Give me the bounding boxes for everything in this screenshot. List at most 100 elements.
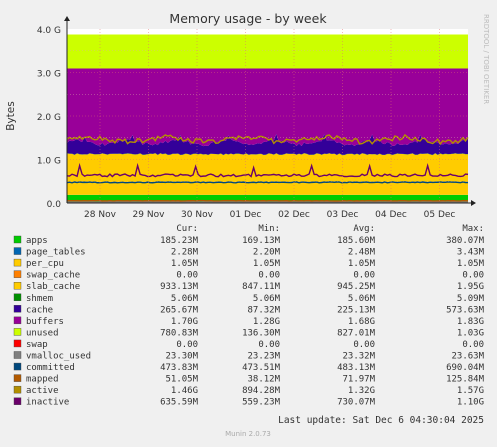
legend-series-name: active [26, 386, 59, 396]
legend-series-name: committed [26, 363, 75, 373]
legend-swatch [14, 317, 21, 324]
legend-avg-value: 0.00 [353, 271, 375, 281]
legend-min-value: 2.20M [253, 248, 281, 258]
legend-swatch [14, 294, 21, 301]
legend-avg-value: 945.25M [337, 282, 376, 292]
legend-column-header: Cur: [176, 224, 198, 234]
area-unused [67, 35, 468, 69]
last-update: Last update: Sat Dec 6 04:30:04 2025 [278, 415, 484, 426]
y-tick-label: 1.0 G [37, 157, 61, 167]
legend-min-value: 0.00 [258, 271, 280, 281]
y-tick-label: 4.0 G [37, 26, 61, 36]
y-tick-label: 3.0 G [37, 70, 61, 80]
legend-series-name: apps [26, 236, 48, 246]
x-tick-label: 03 Dec [327, 210, 359, 220]
legend-series-name: page_tables [26, 248, 86, 258]
legend-cur-value: 635.59M [160, 398, 199, 408]
legend-swatch [14, 248, 21, 255]
y-axis-label: Bytes [5, 101, 17, 130]
legend-max-value: 1.03G [457, 328, 484, 338]
legend-column-header: Max: [462, 224, 484, 234]
x-tick-label: 04 Dec [375, 210, 407, 220]
legend-avg-value: 730.07M [337, 398, 376, 408]
area-buffers [67, 68, 468, 146]
legend-max-value: 3.43M [457, 248, 485, 258]
legend-max-value: 23.63M [451, 352, 484, 362]
x-tick-label: 29 Nov [133, 210, 166, 220]
rrdtool-side-label: RRDTOOL / TOBI OETIKER [482, 14, 490, 104]
legend-min-value: 473.51M [242, 363, 281, 373]
legend-min-value: 169.13M [242, 236, 281, 246]
legend-max-value: 125.84M [446, 375, 485, 385]
legend-min-value: 23.23M [247, 352, 280, 362]
legend-cur-value: 265.67M [160, 305, 199, 315]
x-tick-label: 28 Nov [84, 210, 117, 220]
legend-min-value: 559.23M [242, 398, 281, 408]
legend-cur-value: 23.30M [165, 352, 198, 362]
legend-swatch [14, 236, 21, 243]
legend-avg-value: 23.32M [342, 352, 375, 362]
legend-swatch [14, 259, 21, 266]
legend-min-value: 847.11M [242, 282, 281, 292]
legend-series-name: mapped [26, 375, 59, 385]
legend-max-value: 0.00 [462, 271, 484, 281]
chart-title: Memory usage - by week [169, 11, 327, 26]
legend-avg-value: 71.97M [342, 375, 375, 385]
legend-series-name: cache [26, 305, 53, 315]
legend-cur-value: 0.00 [176, 340, 198, 350]
y-tick-label: 2.0 G [37, 113, 61, 123]
legend-max-value: 380.07M [446, 236, 485, 246]
legend-swatch [14, 328, 21, 335]
legend-series-name: buffers [26, 317, 64, 327]
legend-cur-value: 2.28M [171, 248, 199, 258]
legend-avg-value: 2.48M [348, 248, 376, 258]
legend-column-header: Min: [258, 224, 280, 234]
legend-avg-value: 5.06M [348, 294, 376, 304]
legend-series-name: swap [26, 340, 48, 350]
legend-column-header: Avg: [353, 224, 375, 234]
legend-swatch [14, 386, 21, 393]
legend-swatch [14, 305, 21, 312]
legend-max-value: 1.83G [457, 317, 484, 327]
legend-swatch [14, 352, 21, 359]
legend-min-value: 0.00 [258, 340, 280, 350]
legend-avg-value: 1.05M [348, 259, 376, 269]
legend-avg-value: 225.13M [337, 305, 376, 315]
legend-max-value: 5.09M [457, 294, 485, 304]
legend-max-value: 1.05M [457, 259, 485, 269]
legend-min-value: 1.28G [253, 317, 280, 327]
legend-min-value: 87.32M [247, 305, 280, 315]
legend-cur-value: 473.83M [160, 363, 199, 373]
legend-max-value: 1.95G [457, 282, 484, 292]
legend-series-name: shmem [26, 294, 53, 304]
legend-series-name: vmalloc_used [26, 352, 91, 362]
legend-max-value: 690.04M [446, 363, 485, 373]
legend-avg-value: 1.68G [348, 317, 375, 327]
legend-avg-value: 483.13M [337, 363, 376, 373]
legend-series-name: unused [26, 328, 59, 338]
legend-cur-value: 1.70G [171, 317, 198, 327]
x-tick-label: 01 Dec [230, 210, 262, 220]
legend-max-value: 573.63M [446, 305, 485, 315]
legend-swatch [14, 398, 21, 405]
legend-cur-value: 1.05M [171, 259, 199, 269]
line-committed [67, 182, 468, 183]
legend-swatch [14, 282, 21, 289]
legend-swatch [14, 340, 21, 347]
legend-series-name: swap_cache [26, 271, 80, 281]
y-tick-label: 0.0 [47, 200, 62, 210]
legend-avg-value: 185.60M [337, 236, 376, 246]
legend-cur-value: 0.00 [176, 271, 198, 281]
legend-swatch [14, 375, 21, 382]
legend-series-name: slab_cache [26, 282, 80, 292]
legend-cur-value: 5.06M [171, 294, 199, 304]
legend-cur-value: 51.05M [165, 375, 198, 385]
legend-series-name: per_cpu [26, 259, 64, 269]
legend-min-value: 894.28M [242, 386, 281, 396]
legend-min-value: 5.06M [253, 294, 281, 304]
legend-cur-value: 780.83M [160, 328, 199, 338]
legend-cur-value: 185.23M [160, 236, 199, 246]
munin-version: Munin 2.0.73 [225, 430, 271, 438]
